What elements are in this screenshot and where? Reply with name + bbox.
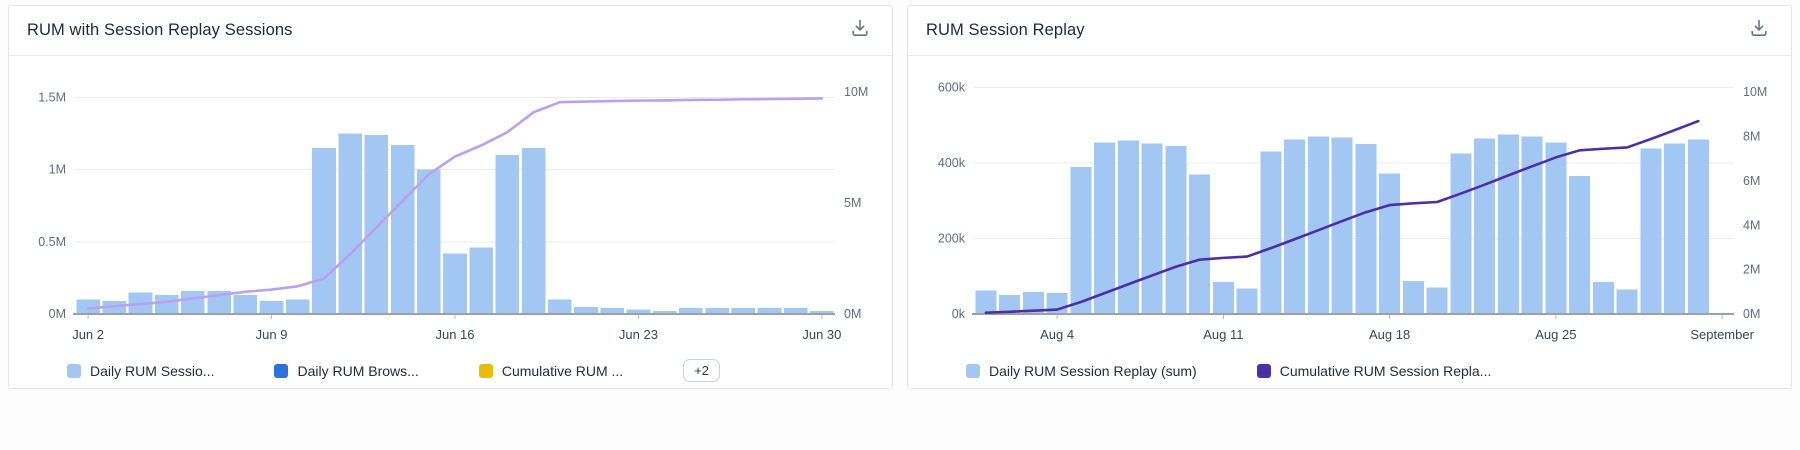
dashboard: RUM with Session Replay Sessions 0M 0.5M 1… xyxy=(8,5,1792,389)
legend-swatch xyxy=(274,363,289,378)
left-axis-label: 0k xyxy=(952,307,966,321)
left-axis-label: 200k xyxy=(938,232,966,246)
left-axis-label: 0M xyxy=(49,307,66,321)
left-axis-label: 1.5M xyxy=(38,90,66,104)
widget-title: RUM Session Replay xyxy=(926,21,1085,39)
legend-label: Daily RUM Brows... xyxy=(297,362,419,379)
bar-series xyxy=(975,134,1709,314)
x-axis-label: Aug 18 xyxy=(1369,327,1410,342)
chart-svg[interactable]: 0M 0.5M 1M 1.5M 0M 5M 10M Jun 2 Jun 9 Jun 16 Jun 2… xyxy=(11,62,891,346)
right-axis-label: 6M xyxy=(1743,174,1760,188)
legend-label: Cumulative RUM ... xyxy=(501,362,624,379)
download-button[interactable] xyxy=(1745,17,1773,45)
bar-series xyxy=(76,133,834,314)
legend: Daily RUM Sessio... Daily RUM Brows... Cum… xyxy=(9,351,892,388)
left-axis-label: 0.5M xyxy=(38,235,66,249)
widget-rum-session-replay: RUM Session Replay 0k 200k 400k 600k 0M 2M 4M 6… xyxy=(907,5,1792,389)
download-button[interactable] xyxy=(846,17,874,45)
legend-item[interactable]: Daily RUM Sessio... xyxy=(67,363,214,379)
x-axis-label: Aug 25 xyxy=(1535,327,1576,342)
right-axis-label: 0M xyxy=(1743,307,1760,321)
x-axis-label: Aug 4 xyxy=(1040,327,1074,342)
x-axis-label: Jun 23 xyxy=(619,327,658,342)
left-axis-label: 1M xyxy=(49,163,66,177)
download-icon xyxy=(850,18,870,43)
x-axis-label: Jun 16 xyxy=(435,327,474,342)
right-axis-label: 0M xyxy=(844,307,861,321)
widget-title: RUM with Session Replay Sessions xyxy=(27,21,293,39)
widget-rum-with-session-replay-sessions: RUM with Session Replay Sessions 0M 0.5M 1… xyxy=(8,5,893,389)
legend-label: Daily RUM Sessio... xyxy=(90,362,215,379)
legend-swatch xyxy=(478,363,493,378)
chart-svg[interactable]: 0k 200k 400k 600k 0M 2M 4M 6M 8M 10M Aug 4 Aug 11 Au… xyxy=(910,62,1790,346)
legend-swatch xyxy=(1256,363,1271,378)
widget-header: RUM Session Replay xyxy=(908,6,1791,56)
download-icon xyxy=(1749,18,1769,43)
cumulative-line xyxy=(86,97,824,310)
right-axis-label: 8M xyxy=(1743,130,1760,144)
legend-item[interactable]: Cumulative RUM Session Repla... xyxy=(1256,362,1492,379)
legend-swatch xyxy=(67,363,81,378)
x-axis-label: September xyxy=(1690,327,1754,342)
chart-rum-session-replay[interactable]: 0k 200k 400k 600k 0M 2M 4M 6M 8M 10M Aug 4 Aug 11 Au… xyxy=(908,56,1791,351)
right-axis-label: 4M xyxy=(1743,218,1760,232)
legend-overflow-badge[interactable]: +2 xyxy=(683,359,721,382)
x-axis-label: Jun 9 xyxy=(256,327,288,342)
legend: Daily RUM Session Replay (sum) Cumulative… xyxy=(908,351,1791,388)
legend-item[interactable]: Daily RUM Session Replay (sum) xyxy=(966,363,1197,379)
x-axis-label: Aug 11 xyxy=(1203,327,1243,342)
left-axis-label: 400k xyxy=(938,156,966,170)
legend-item[interactable]: Cumulative RUM ... xyxy=(478,362,624,379)
chart-rum-sessions[interactable]: 0M 0.5M 1M 1.5M 0M 5M 10M Jun 2 Jun 9 Jun 16 Jun 2… xyxy=(9,56,892,351)
legend-item[interactable]: Daily RUM Brows... xyxy=(274,362,419,379)
left-axis-label: 600k xyxy=(938,81,966,95)
x-axis-label: Jun 2 xyxy=(72,327,104,342)
cumulative-line xyxy=(984,119,1700,314)
widget-header: RUM with Session Replay Sessions xyxy=(9,6,892,56)
x-axis-label: Jun 30 xyxy=(802,327,841,342)
right-axis-label: 5M xyxy=(844,196,861,210)
right-axis-label: 10M xyxy=(1743,85,1767,99)
legend-swatch xyxy=(966,363,980,378)
legend-label: Daily RUM Session Replay (sum) xyxy=(989,362,1197,379)
right-axis-label: 2M xyxy=(1743,263,1760,277)
legend-label: Cumulative RUM Session Repla... xyxy=(1279,362,1492,379)
right-axis-label: 10M xyxy=(844,85,868,99)
